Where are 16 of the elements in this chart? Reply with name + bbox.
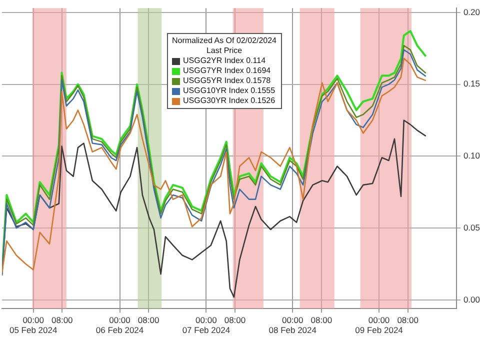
legend-label: USGG30YR Index 0.1526 <box>183 96 276 106</box>
y-tick-label: 0.15 <box>463 78 480 89</box>
y-tick-label: 0.00 <box>463 294 480 304</box>
x-tick-label: 08:00 <box>51 315 74 326</box>
legend-label: USGG5YR Index 0.1578 <box>183 76 271 86</box>
legend-label: USGG7YR Index 0.1694 <box>183 66 271 76</box>
legend-title: Normalized As Of 02/02/2024 Last Price <box>172 36 277 56</box>
x-tick-label: 08:00 <box>224 315 246 326</box>
legend-label: USGG2YR Index 0.114 <box>183 56 266 66</box>
x-tick-label: 08:00 <box>138 315 160 326</box>
legend-label: USGG10YR Index 0.1555 <box>183 86 276 96</box>
y-tick-label: 0.10 <box>463 150 480 161</box>
x-tick-label: 08:00 <box>397 315 419 326</box>
y-tick-label: 0.05 <box>463 222 480 232</box>
y-tick-label: 0.20 <box>463 6 480 17</box>
x-tick-label: 08:00 <box>310 315 332 326</box>
